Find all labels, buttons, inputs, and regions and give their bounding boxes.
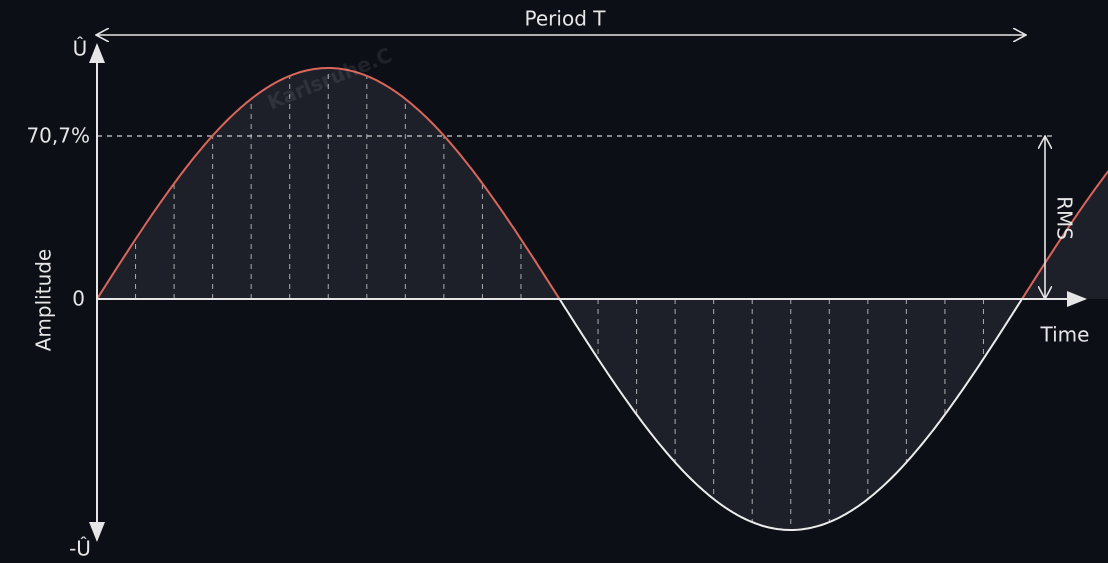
rms-level-label: 70,7%	[26, 124, 90, 148]
sine-curve	[1021, 169, 1108, 300]
hatch-lines	[135, 68, 984, 530]
y-bottom-label: -Û	[69, 537, 91, 561]
period-label: Period T	[525, 7, 607, 31]
y-top-label: Û	[73, 37, 88, 61]
zero-label: 0	[72, 287, 85, 311]
sine-curve	[558, 298, 1023, 531]
curve-fills	[97, 68, 1108, 530]
period-label-bg	[505, 6, 625, 34]
sine-curve	[96, 67, 561, 300]
curve-fill	[97, 68, 560, 299]
rms-label: RMS	[1053, 196, 1077, 240]
x-axis-label: Time	[1040, 323, 1090, 347]
curve-fill	[559, 299, 1022, 530]
y-axis-label: Amplitude	[32, 249, 56, 352]
curves	[96, 67, 1108, 531]
